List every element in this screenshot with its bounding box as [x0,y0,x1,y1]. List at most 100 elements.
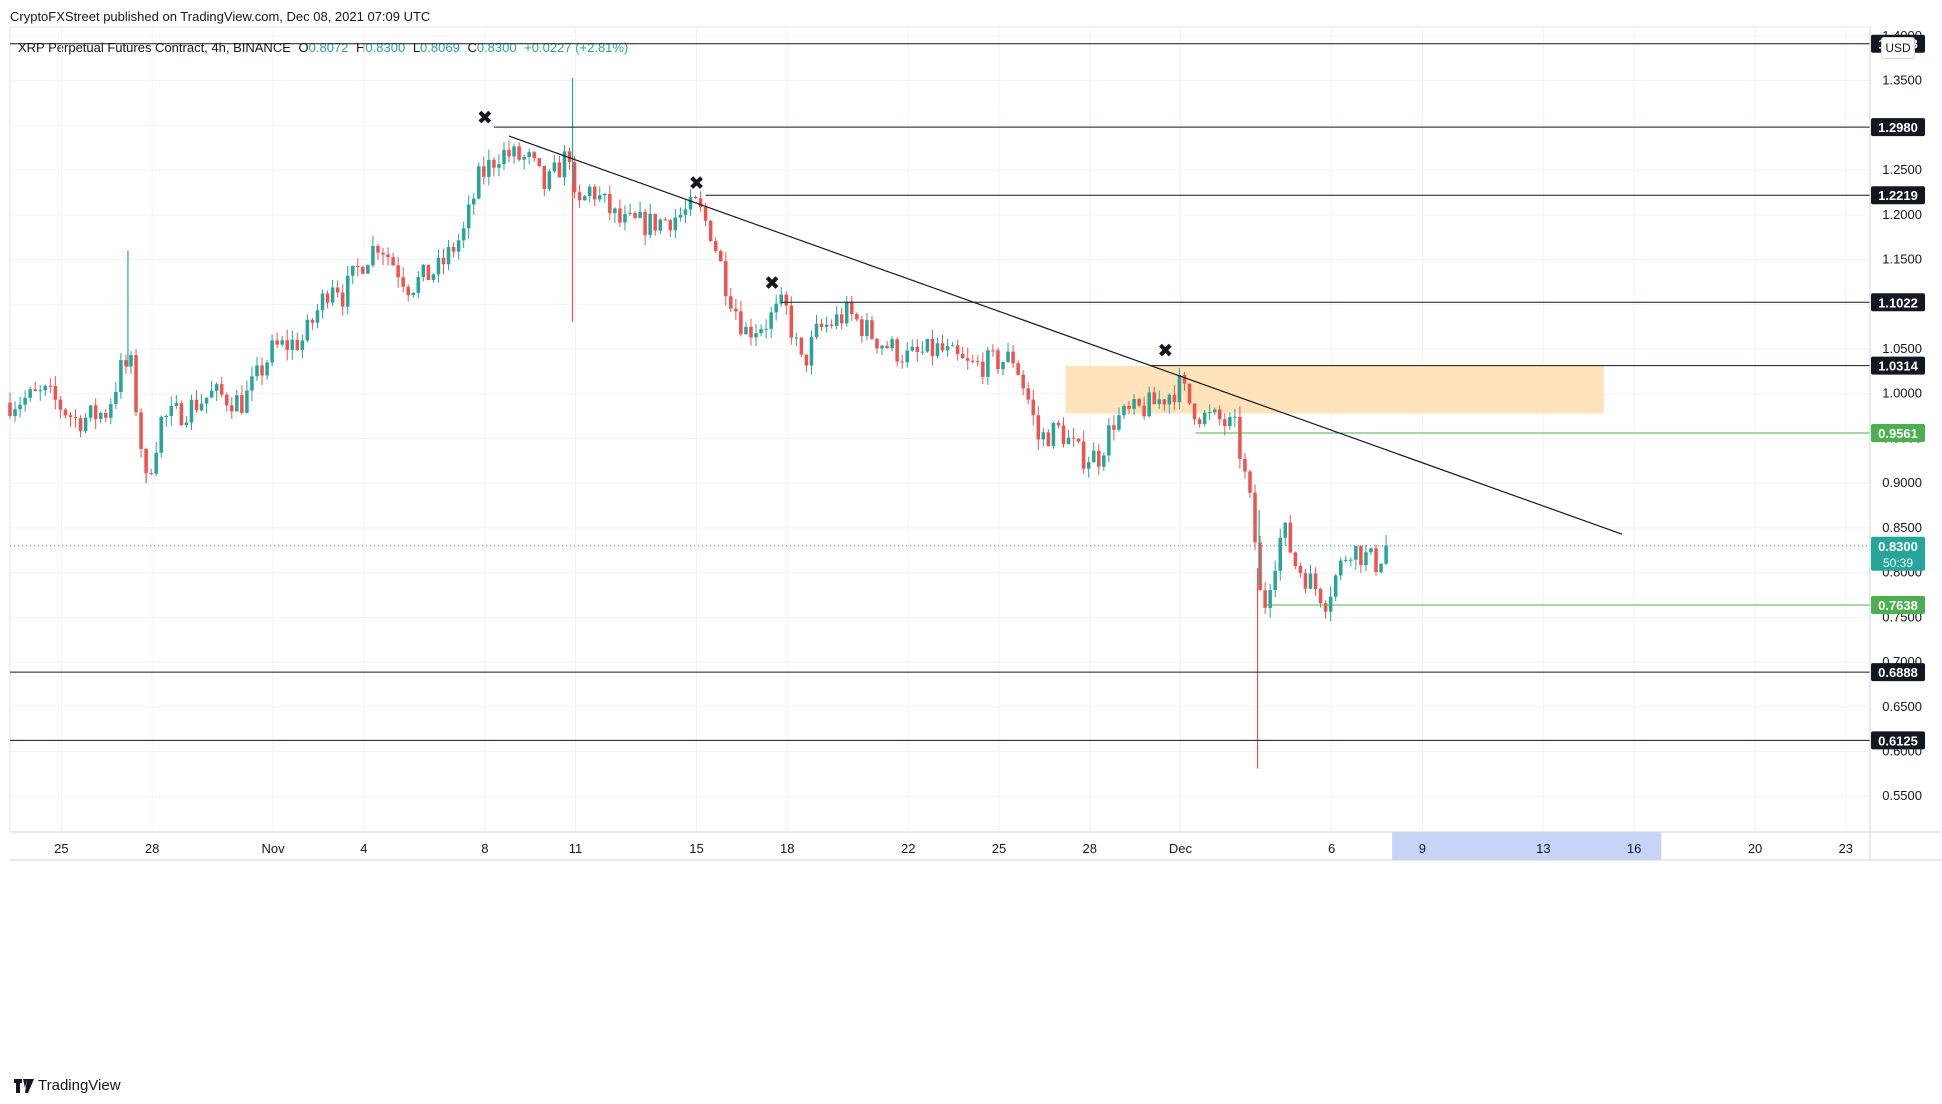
candle-body [98,413,103,420]
current-price-label: 0.8300 [1878,539,1918,554]
candle-body [48,385,53,387]
candle-body [1217,409,1222,420]
candle-body [799,337,804,355]
candle-body [477,166,481,199]
candle-body [653,213,657,231]
candle-body [537,158,542,166]
candle-body [376,246,380,253]
candle-body [361,267,365,274]
time-tick-label: 20 [1748,841,1762,856]
level-price-label: 0.7638 [1878,598,1918,613]
candle-body [68,415,73,418]
swing-high-marker: ✖ [477,107,493,129]
candle-body [703,206,708,221]
candle-body [860,319,864,336]
candle-body [552,162,557,172]
candle-body [33,389,37,391]
candle-body [502,149,506,165]
candle-body [572,162,577,193]
candle-body [1223,419,1227,427]
candle-body [340,292,345,307]
time-tick-label: 25 [54,841,68,856]
swing-high-marker: ✖ [689,173,705,195]
candle-body [562,151,567,178]
candle-body [199,403,204,411]
candle-body [920,351,925,353]
price-tick-label: 1.0500 [1882,341,1922,356]
candle-body [189,399,194,423]
candle-body [1238,416,1242,459]
candle-body [1359,546,1363,566]
price-tick-label: 1.0000 [1882,386,1922,401]
candle-body [683,209,688,215]
candle-body [829,324,834,326]
candle-body [18,404,22,410]
candle-body [73,417,78,419]
candle-body [179,403,184,426]
candle-body [522,156,526,160]
candle-body [663,219,668,221]
candle-body [1091,450,1096,463]
horizontal-levels [10,43,1870,741]
candle-body [1182,375,1187,384]
candle-body [335,287,340,293]
candle-body [219,384,224,395]
candle-body [1102,455,1106,467]
level-price-label: 0.9561 [1878,426,1918,441]
candle-body [1127,405,1131,409]
candle-body [23,397,27,405]
candle-body [1147,392,1151,417]
candle-body [260,365,264,376]
candle-body [557,162,562,178]
candle-body [784,294,789,306]
candle-body [1273,570,1277,591]
candle-body [542,165,547,189]
candle-body [93,405,98,420]
candle-body [789,305,794,338]
candlestick-series [8,77,1388,769]
candle-body [1192,403,1197,420]
open-label: O [298,40,309,55]
brand-name: TradingView [38,1077,121,1094]
candle-body [648,213,652,236]
candle-body [1338,560,1343,576]
candle-body [174,403,179,406]
candle-body [250,376,254,391]
resistance-zone [1065,365,1604,414]
candle-body [1006,351,1010,362]
candle-body [240,395,244,413]
time-tick-label: 25 [992,841,1006,856]
candle-body [114,391,118,405]
candle-body [406,286,410,296]
candle-body [1308,573,1313,589]
level-price-label: 1.1022 [1878,295,1918,310]
date-range-selection [1392,832,1662,860]
candle-body [1122,405,1126,416]
candle-body [1344,559,1348,561]
candle-body [940,343,945,351]
candle-body [28,389,32,398]
price-tick-label: 1.2500 [1882,162,1922,177]
candle-body [330,287,335,303]
candle-body [769,312,773,329]
candle-body [53,385,58,400]
candle-body [270,340,274,363]
candle-body [739,311,743,335]
candle-body [356,265,360,268]
candle-body [1197,419,1202,425]
candle-body [1354,546,1358,560]
candle-body [1369,548,1373,553]
candle-body [532,152,536,159]
candle-body [527,152,531,157]
candle-body [275,340,279,345]
candle-body [996,350,1000,370]
candle-body [910,346,915,351]
supply-zone-box [1065,365,1604,414]
candle-body [426,264,431,281]
candle-body [875,338,879,349]
currency-selector[interactable]: USD [1881,37,1915,59]
candle-body [1313,573,1318,590]
candle-body [1162,399,1167,405]
candle-body [713,241,718,251]
